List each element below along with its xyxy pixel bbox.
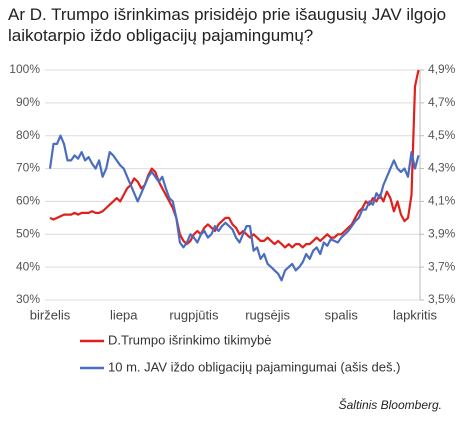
y-tick-label: 50%: [16, 226, 40, 240]
x-tick-label: rugsėjis: [245, 307, 290, 322]
x-tick-label: liepa: [110, 307, 138, 322]
y2-tick-label: 3,7%: [428, 259, 456, 273]
x-tick-label: rugpjūtis: [169, 307, 219, 322]
y2-tick-label: 4,3%: [428, 161, 456, 175]
y-tick-label: 80%: [16, 128, 40, 142]
y2-tick-label: 3,5%: [428, 292, 456, 306]
x-tick-label: birželis: [30, 307, 71, 322]
y-tick-label: 40%: [16, 259, 40, 273]
x-tick-label: lapkritis: [393, 307, 438, 322]
legend-label: D.Trumpo išrinkimo tikimybė: [108, 332, 272, 347]
legend-label: 10 m. JAV iždo obligacijų pajamingumai (…: [108, 359, 400, 374]
y-tick-label: 30%: [16, 292, 40, 306]
x-tick-label: spalis: [325, 307, 359, 322]
series-line: [48, 134, 420, 282]
y2-tick-label: 3,9%: [428, 226, 456, 240]
y-tick-label: 100%: [9, 62, 40, 76]
chart-title: Ar D. Trumpo išrinkimas prisidėjo prie i…: [8, 5, 447, 45]
y2-tick-label: 4,7%: [428, 95, 456, 109]
y2-tick-label: 4,9%: [428, 62, 456, 76]
y2-tick-label: 4,1%: [428, 194, 456, 208]
y2-tick-label: 4,5%: [428, 128, 456, 142]
y-tick-label: 60%: [16, 194, 40, 208]
source-note: Šaltinis Bloomberg.: [339, 397, 442, 412]
y-tick-label: 90%: [16, 95, 40, 109]
series-line: [49, 69, 420, 249]
y-tick-label: 70%: [16, 161, 40, 175]
